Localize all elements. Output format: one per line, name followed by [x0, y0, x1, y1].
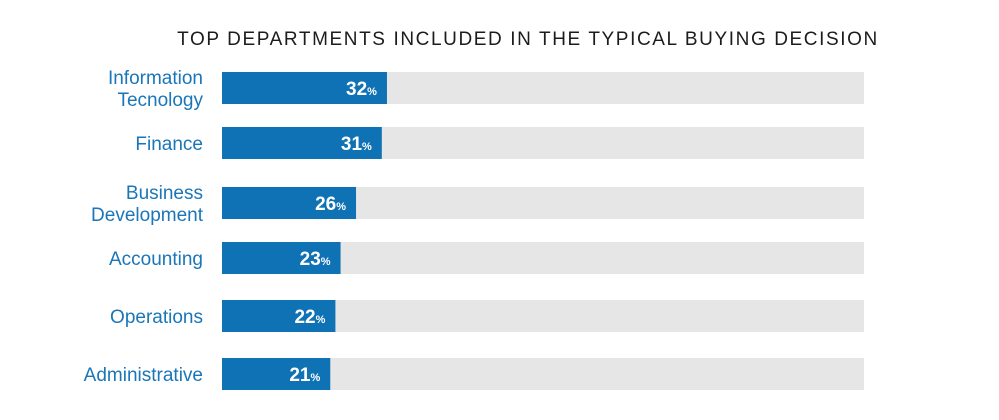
value-label: 21% — [289, 365, 320, 386]
value-label: 26% — [315, 194, 346, 215]
bar — [222, 242, 341, 274]
bar — [222, 127, 382, 159]
value-label: 23% — [300, 249, 331, 270]
value-label: 22% — [294, 307, 325, 328]
value-label: 31% — [341, 134, 372, 155]
value-label: 32% — [346, 79, 377, 100]
bar — [222, 72, 387, 104]
category-label: Business Development — [91, 183, 204, 226]
category-label: Operations — [110, 307, 203, 328]
bar — [222, 187, 357, 219]
category-label: Information Tecnology — [108, 68, 204, 111]
category-label: Finance — [135, 134, 203, 155]
category-label: Administrative — [84, 365, 203, 386]
bar — [222, 300, 336, 332]
category-label: Accounting — [109, 249, 203, 270]
bar — [222, 358, 331, 390]
chart-title: TOP DEPARTMENTS INCLUDED IN THE TYPICAL … — [177, 29, 879, 50]
